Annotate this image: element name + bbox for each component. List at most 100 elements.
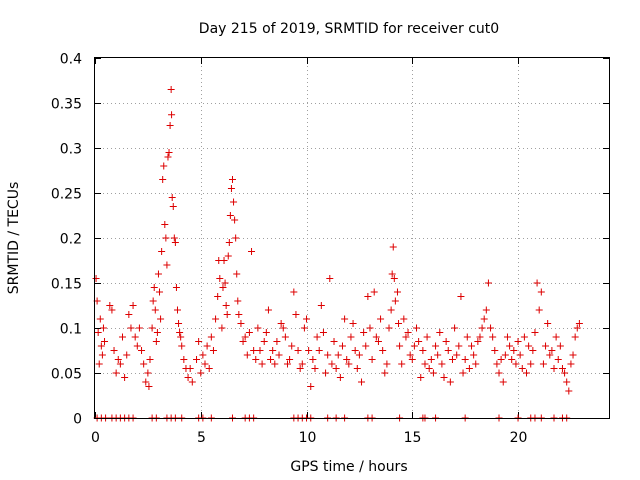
data-point xyxy=(224,252,232,260)
data-point xyxy=(151,306,159,314)
data-point xyxy=(146,356,154,363)
data-point xyxy=(558,365,566,372)
data-point xyxy=(550,365,558,372)
data-point xyxy=(160,162,168,170)
data-point xyxy=(243,351,251,359)
data-point xyxy=(171,239,179,246)
data-point xyxy=(539,360,547,368)
data-point xyxy=(429,369,437,377)
data-point xyxy=(472,360,480,368)
data-point xyxy=(235,311,243,318)
data-point xyxy=(176,329,184,336)
data-point xyxy=(168,111,176,119)
data-point xyxy=(427,356,435,363)
data-point xyxy=(193,356,201,363)
data-point xyxy=(199,351,207,359)
data-point xyxy=(309,356,317,363)
data-point xyxy=(269,347,277,354)
data-point xyxy=(446,378,454,386)
data-point xyxy=(233,270,241,278)
data-point xyxy=(218,324,226,332)
data-point xyxy=(444,347,452,354)
y-axis-label: SRMTID / TECUs xyxy=(6,182,22,295)
data-point xyxy=(264,306,272,314)
data-point xyxy=(546,351,554,359)
data-point xyxy=(493,360,501,368)
data-point xyxy=(112,369,120,377)
data-point xyxy=(482,306,490,314)
data-point xyxy=(145,383,153,390)
data-point xyxy=(281,333,289,341)
data-point xyxy=(94,329,102,336)
data-point xyxy=(154,270,162,278)
data-point xyxy=(330,338,338,345)
data-point xyxy=(231,216,239,224)
data-point xyxy=(273,338,281,345)
x-tick-label: 5 xyxy=(197,430,206,446)
data-point xyxy=(338,342,346,350)
data-point xyxy=(256,347,264,354)
data-point xyxy=(294,347,302,354)
data-point xyxy=(556,342,564,350)
y-tick-label: 0.15 xyxy=(51,277,82,293)
y-tick-label: 0.2 xyxy=(60,232,82,248)
y-tick-label: 0.25 xyxy=(51,187,82,203)
data-point xyxy=(400,315,408,323)
data-point xyxy=(148,324,156,332)
data-point xyxy=(459,369,467,377)
data-point xyxy=(561,369,569,377)
y-tick-label: 0.4 xyxy=(60,52,82,68)
data-point xyxy=(531,329,539,336)
data-point xyxy=(377,315,385,323)
data-point xyxy=(149,297,157,305)
data-point xyxy=(127,324,135,332)
data-point xyxy=(317,302,325,309)
data-point xyxy=(506,342,514,350)
data-point xyxy=(153,329,161,336)
data-point xyxy=(516,351,524,359)
data-point xyxy=(92,275,100,282)
data-point xyxy=(351,347,359,354)
data-point xyxy=(542,342,550,350)
data-point xyxy=(438,360,446,368)
data-point xyxy=(172,284,180,291)
data-point xyxy=(157,315,165,323)
data-point xyxy=(404,329,412,336)
data-point xyxy=(267,356,275,363)
data-point xyxy=(96,315,104,323)
data-point xyxy=(241,333,249,341)
data-point xyxy=(563,378,571,386)
data-point xyxy=(175,320,183,327)
data-point xyxy=(503,333,511,341)
data-point xyxy=(169,203,177,210)
data-point xyxy=(535,306,543,314)
data-point xyxy=(144,369,152,377)
data-point xyxy=(322,369,330,377)
data-point xyxy=(258,360,266,368)
data-point xyxy=(188,378,196,386)
data-point xyxy=(245,329,253,336)
data-point xyxy=(116,360,124,368)
axis-ticks: 0 0.05 0.1 0.15 0.2 0.25 0.3 0.35 0.4 0 5 10 15 20 xyxy=(51,52,609,446)
data-point xyxy=(355,351,363,359)
data-point xyxy=(277,320,285,327)
data-point xyxy=(345,360,353,368)
data-point xyxy=(315,347,323,354)
data-point xyxy=(408,356,416,363)
data-point xyxy=(395,320,403,327)
data-point xyxy=(360,329,368,336)
data-point xyxy=(417,374,425,381)
data-point xyxy=(140,360,148,368)
data-point xyxy=(390,275,398,282)
data-point xyxy=(461,356,469,363)
data-point xyxy=(123,351,131,359)
data-point xyxy=(230,198,238,206)
data-point xyxy=(463,333,471,341)
data-point xyxy=(391,297,399,305)
data-point xyxy=(413,324,421,332)
data-point xyxy=(374,338,382,345)
y-tick-label: 0.3 xyxy=(60,142,82,158)
data-point xyxy=(571,333,579,341)
x-tick-label: 15 xyxy=(404,430,422,446)
data-point xyxy=(237,320,245,327)
